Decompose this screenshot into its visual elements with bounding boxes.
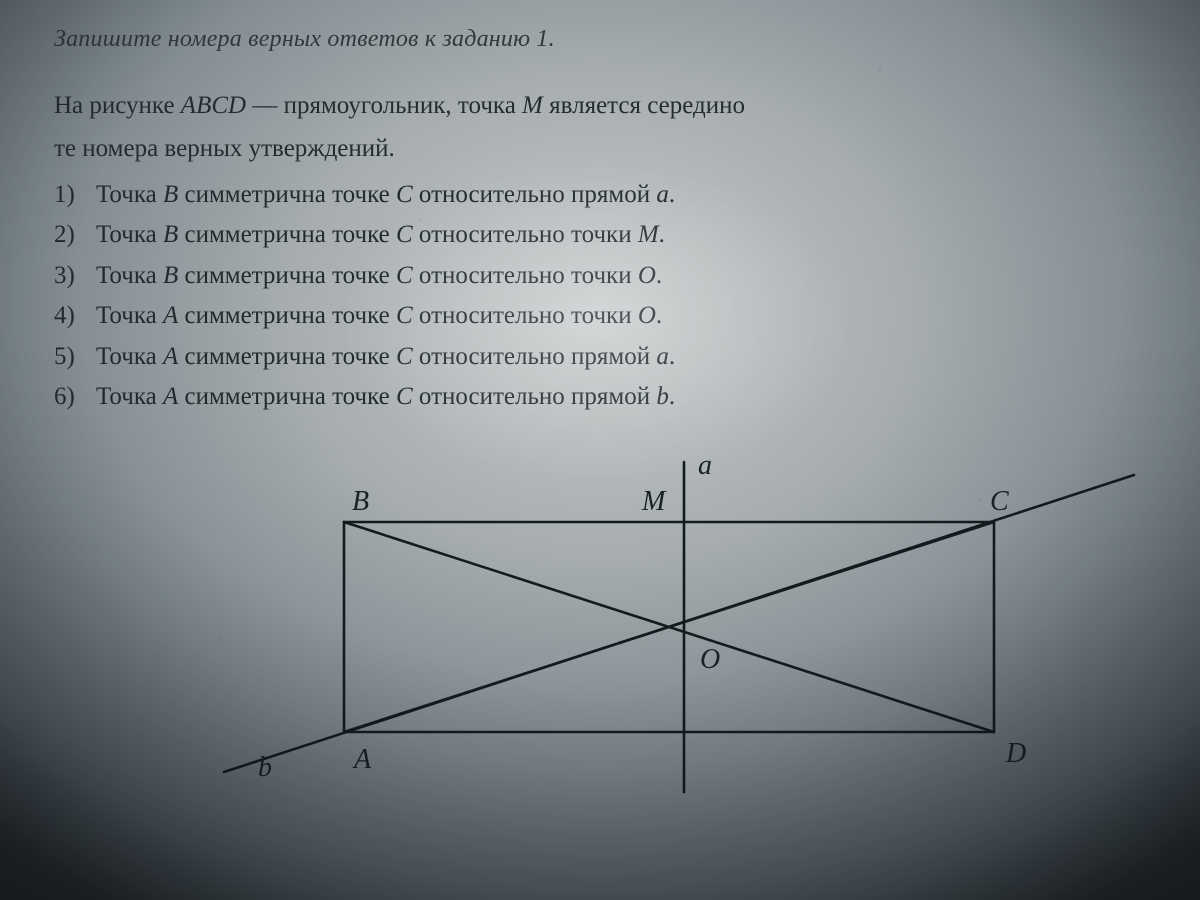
- statement-item: 6)Точка A симметрична точке C относитель…: [54, 377, 1200, 418]
- worksheet-page: Запишите номера верных ответов к заданию…: [0, 0, 1200, 900]
- statement-item: 5)Точка A симметрична точке C относитель…: [54, 337, 1200, 378]
- problem-intro-line2: те номера верных утверждений.: [54, 130, 1200, 169]
- svg-text:B: B: [352, 486, 369, 517]
- problem-intro: На рисунке ABCD — прямоугольник, точка M…: [54, 87, 1200, 126]
- statement-number: 3): [54, 256, 96, 297]
- svg-text:C: C: [990, 486, 1009, 517]
- statement-number: 1): [54, 175, 96, 216]
- svg-text:M: M: [641, 486, 667, 517]
- statements-list: 1)Точка B симметрична точке C относитель…: [54, 175, 1200, 418]
- statement-item: 3)Точка B симметрична точке C относитель…: [54, 256, 1200, 297]
- intro-abcd: ABCD: [181, 92, 246, 119]
- statement-item: 4)Точка A симметрична точке C относитель…: [54, 296, 1200, 337]
- intro-M: M: [522, 92, 543, 119]
- intro-text: является середино: [543, 92, 745, 119]
- statement-number: 4): [54, 296, 96, 337]
- statement-text: Точка B симметрична точке C относительно…: [96, 175, 1200, 216]
- statement-text: Точка A симметрична точке C относительно…: [96, 296, 1200, 337]
- statement-text: Точка A симметрична точке C относительно…: [96, 377, 1200, 418]
- statement-number: 6): [54, 377, 96, 418]
- statement-text: Точка B симметрична точке C относительно…: [96, 256, 1200, 297]
- intro-text: — прямоугольник, точка: [246, 92, 522, 119]
- intro-text: На рисунке: [54, 92, 181, 119]
- svg-text:O: O: [700, 644, 720, 675]
- svg-text:D: D: [1005, 738, 1026, 769]
- svg-text:b: b: [258, 752, 272, 783]
- statement-text: Точка B симметрична точке C относительно…: [96, 215, 1200, 256]
- svg-text:a: a: [698, 450, 712, 481]
- figure-svg: A B C D M Oa b: [54, 432, 1154, 812]
- statement-number: 5): [54, 337, 96, 378]
- geometry-figure: A B C D M Oa b: [54, 432, 1154, 812]
- statement-item: 1)Точка B симметрична точке C относитель…: [54, 175, 1200, 216]
- svg-text:A: A: [352, 744, 372, 775]
- task-instruction: Запишите номера верных ответов к заданию…: [54, 26, 1200, 53]
- statement-item: 2)Точка B симметрична точке C относитель…: [54, 215, 1200, 256]
- statement-text: Точка A симметрична точке C относительно…: [96, 337, 1200, 378]
- statement-number: 2): [54, 215, 96, 256]
